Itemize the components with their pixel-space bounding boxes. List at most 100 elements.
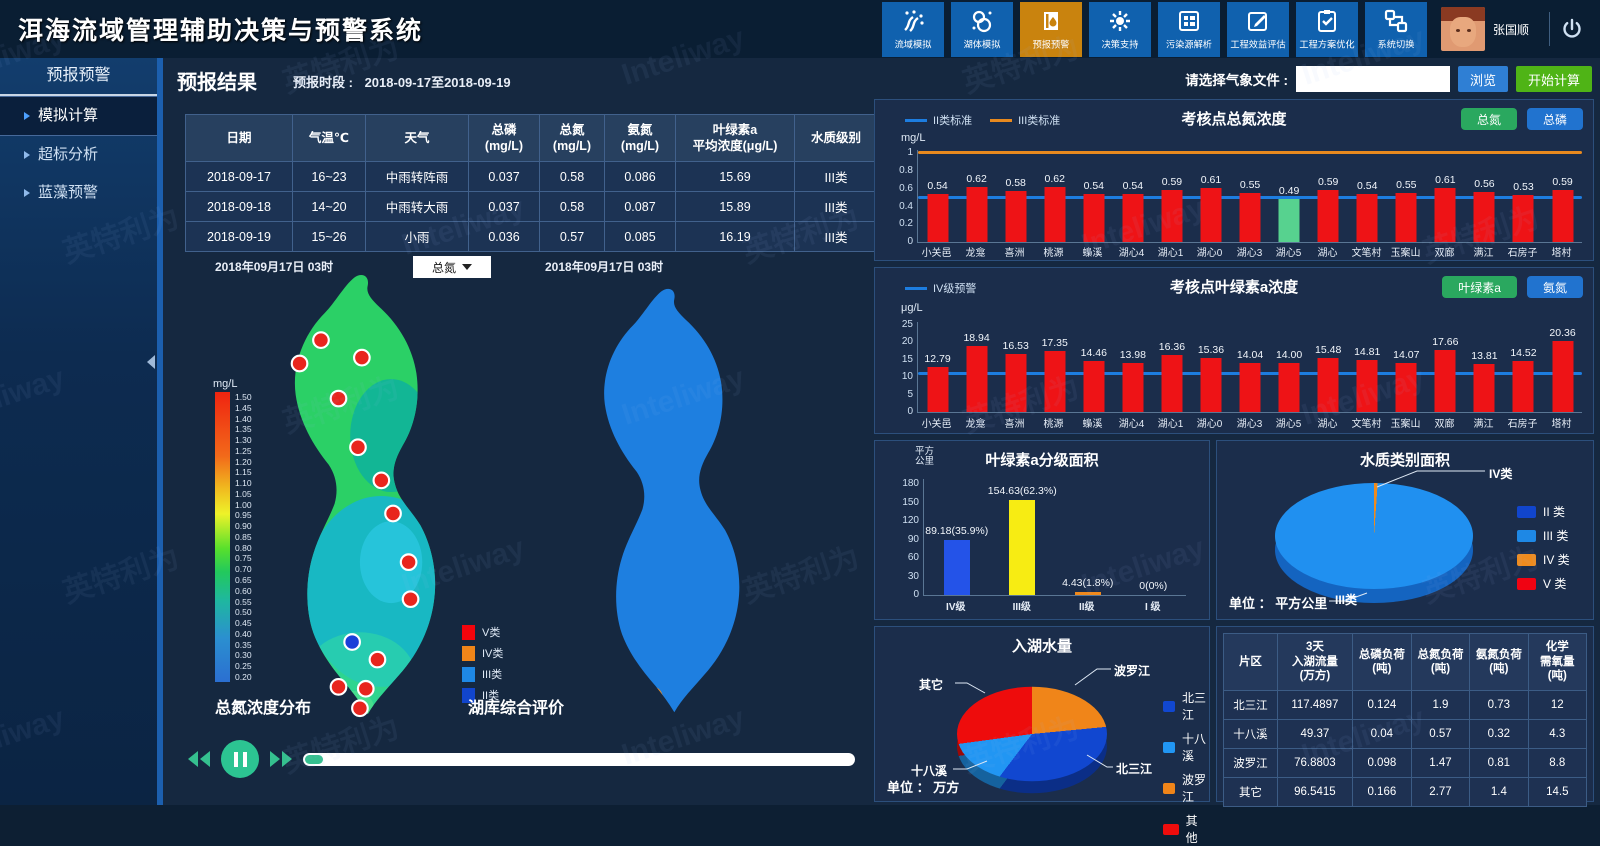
power-icon[interactable] [1560, 17, 1584, 41]
sidebar-item-2[interactable]: 超标分析 [0, 136, 157, 174]
table-cell: 16~23 [292, 161, 366, 192]
table-cell: 1.9 [1410, 690, 1471, 720]
colorbar-tick: 0.80 [235, 542, 252, 553]
table-cell: 0.087 [604, 191, 676, 222]
chart-toggle-button[interactable]: 叶绿素a [1442, 276, 1517, 298]
weather-file-input[interactable] [1295, 66, 1450, 92]
top-nav: 流域模拟 湖体模拟 预报预警 决策支持 污染源解析 工程效益评估 工程方案优化 系统切换 [881, 0, 1427, 59]
sidebar-item-1[interactable]: 模拟计算 [0, 96, 157, 136]
user-avatar[interactable] [1440, 7, 1485, 51]
bar-value: 18.94 [963, 331, 990, 344]
bar [1434, 350, 1456, 412]
chart-toggle-button[interactable]: 氨氮 [1526, 276, 1583, 298]
triangle-icon [24, 112, 30, 120]
table-cell: 小雨 [365, 221, 469, 252]
fast-forward-button[interactable] [269, 749, 293, 769]
table-cell: III类 [794, 161, 878, 192]
bar [943, 540, 970, 595]
table-cell: 2.77 [1410, 777, 1471, 807]
bar-slot: 14.04 [1231, 322, 1270, 412]
table-cell: 117.4897 [1276, 690, 1353, 720]
nav-tab-6[interactable]: 工程效益评估 [1226, 2, 1289, 57]
table-cell: 其它 [1223, 777, 1278, 807]
nav-tab-5[interactable]: 污染源解析 [1157, 2, 1220, 57]
timeline-slider[interactable] [303, 752, 855, 766]
bar-slot: 0.62 [1035, 150, 1074, 242]
nav-tab-3[interactable]: 预报预警 [1019, 2, 1082, 57]
x-label: 湖心 [1317, 418, 1338, 430]
legend-item: 其他 [1163, 812, 1209, 846]
chart-toggle-button[interactable]: 总氮 [1460, 108, 1517, 130]
colorbar-tick: 1.00 [235, 499, 252, 510]
x-label: 龙龛 [965, 247, 986, 259]
column-header: 总磷负荷 (吨) [1351, 633, 1412, 691]
start-calc-button[interactable]: 开始计算 [1515, 66, 1592, 92]
inflow-load-table: 片区 3天 入湖流量 (万方) 总磷负荷 (吨) 总氮负荷 (吨) 氨氮负荷 (吨) 化学 需氧量 (吨… [1223, 633, 1588, 807]
table-cell: 中雨转阵雨 [365, 161, 469, 192]
bar-value: 14.04 [1236, 348, 1264, 361]
bar-value: 0.61 [1435, 173, 1456, 186]
legend-label: III 类 [1543, 529, 1569, 543]
table-cell: 0.32 [1469, 719, 1529, 749]
bar [966, 345, 988, 412]
y-tick: 30 [907, 570, 919, 582]
nav-label: 工程方案优化 [1299, 40, 1355, 51]
left-map-caption: 总氮浓度分布 [215, 700, 312, 717]
colorbar-tick: 1.50 [235, 392, 252, 402]
bar-slot: 0.54 [1113, 150, 1152, 242]
colorbar-tick: 1.20 [235, 456, 252, 467]
sidebar-item-3[interactable]: 蓝藻预警 [0, 174, 157, 212]
colorbar-tick: 1.30 [235, 435, 252, 446]
bar-slot: 0.55 [1387, 150, 1426, 242]
rewind-button[interactable] [187, 749, 211, 769]
map-parameter-dropdown[interactable]: 总氮 [413, 256, 491, 278]
pause-button[interactable] [221, 740, 259, 778]
sidebar-item-label: 蓝藻预警 [38, 184, 99, 201]
x-label: 喜洲 [1004, 247, 1025, 259]
nav-icon-3 [1038, 8, 1064, 34]
bar [1083, 361, 1105, 412]
legend-swatch [462, 624, 475, 640]
y-unit: 平方 公里 [915, 446, 935, 467]
user-area[interactable]: 张国顺 [1440, 7, 1529, 51]
table-row: 2018-09-17 16~23 中雨转阵雨 0.037 0.58 0.086 15.69 I… [185, 161, 878, 192]
x-label: 湖心0 [1197, 247, 1223, 259]
colorbar-tick: 0.20 [235, 671, 252, 682]
y-tick: 60 [907, 552, 919, 564]
colorbar-tick: 0.65 [235, 575, 252, 586]
column-header: 总氮 (mg/L) [539, 114, 605, 162]
y-tick: 120 [902, 515, 919, 527]
bar [966, 187, 988, 242]
legend-label: 北三江 [1182, 691, 1207, 722]
column-header: 天气 [365, 114, 469, 162]
nav-tab-8[interactable]: 系统切换 [1364, 2, 1427, 57]
bar-slot: 0(0%) [1121, 479, 1187, 595]
x-label: 玉案山 [1390, 418, 1421, 430]
nav-tab-2[interactable]: 湖体模拟 [950, 2, 1013, 57]
nav-tab-1[interactable]: 流域模拟 [881, 2, 944, 57]
bar [1200, 187, 1222, 242]
bar-slot: 13.98 [1113, 322, 1152, 412]
legend-item: V 类 [1517, 575, 1570, 592]
x-label: 湖心4 [1119, 247, 1145, 259]
legend-label: II类标准 [933, 115, 973, 127]
browse-button[interactable]: 浏览 [1457, 66, 1508, 92]
bar-value: 12.79 [924, 353, 951, 366]
table-cell: 14~20 [292, 191, 366, 222]
nav-tab-7[interactable]: 工程方案优化 [1295, 2, 1358, 57]
selected-point [343, 633, 361, 651]
legend-swatch [462, 645, 475, 661]
legend-label: 波罗江 [1182, 773, 1207, 804]
colorbar-tick: 0.95 [235, 510, 252, 521]
table-row: 十八溪 49.37 0.04 0.57 0.32 4.3 [1223, 719, 1588, 749]
table-cell: 波罗江 [1223, 748, 1278, 778]
period-label: 预报时段 : [293, 75, 353, 90]
sidebar-collapse-icon[interactable] [147, 355, 155, 369]
bar [1161, 354, 1183, 412]
chart-toggle-button[interactable]: 总磷 [1526, 108, 1583, 130]
bar-value: 0.59 [1552, 175, 1573, 188]
x-label: 石房子 [1507, 247, 1538, 259]
callout-other: 其它 [919, 678, 944, 692]
x-label: 湖心5 [1275, 247, 1301, 259]
nav-tab-4[interactable]: 决策支持 [1088, 2, 1151, 57]
